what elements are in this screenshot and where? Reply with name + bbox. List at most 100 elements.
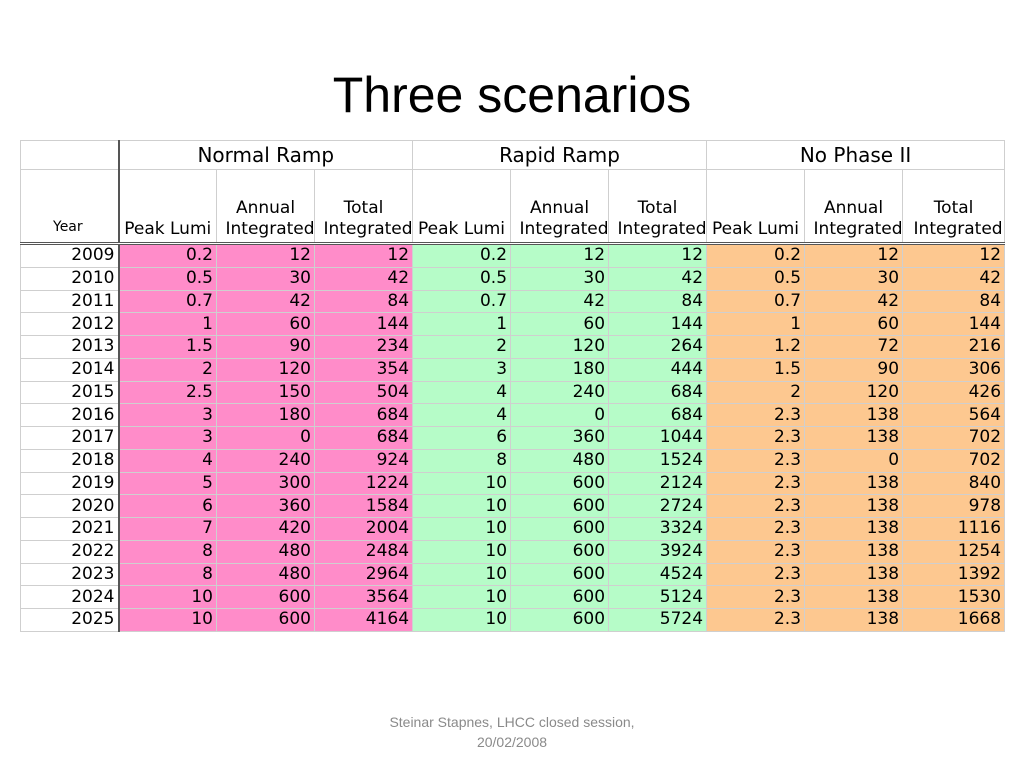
year-cell: 2023 [20, 562, 120, 587]
year-cell: 2018 [20, 448, 120, 473]
year-cell: 2021 [20, 517, 120, 541]
value-cell: 10 [412, 562, 512, 587]
value-cell: 42 [216, 289, 315, 314]
value-cell: 2964 [313, 562, 414, 587]
value-cell: 2004 [313, 517, 414, 541]
column-header-annual-integrated: Annual Integrated [804, 169, 904, 245]
value-cell: 684 [313, 403, 414, 427]
value-cell: 180 [216, 403, 315, 427]
value-cell: 138 [804, 608, 904, 632]
value-cell: 1 [118, 312, 217, 336]
value-cell: 600 [216, 585, 315, 609]
group-header-row: Normal Ramp Rapid Ramp No Phase II [20, 140, 1006, 170]
group-header-normal-ramp: Normal Ramp [117, 140, 414, 170]
table-row: 2023 8 480 2964 10 600 4524 2.3 138 1392 [20, 562, 1006, 587]
year-cell: 2025 [20, 608, 120, 632]
column-header-total-integrated: Total Integrated [313, 169, 414, 245]
value-cell: 138 [804, 494, 904, 518]
value-cell: 4 [118, 448, 217, 473]
value-cell: 0.2 [706, 243, 806, 268]
value-cell: 504 [313, 380, 414, 405]
value-cell: 360 [216, 494, 315, 518]
value-cell: 90 [216, 335, 315, 359]
column-header-total-integrated: Total Integrated [608, 169, 708, 245]
value-cell: 144 [902, 312, 1006, 336]
value-cell: 1254 [902, 539, 1006, 564]
value-cell: 42 [902, 266, 1006, 291]
value-cell: 60 [216, 312, 315, 336]
table-row: 2015 2.5 150 504 4 240 684 2 120 426 [20, 380, 1006, 405]
value-cell: 4 [412, 403, 512, 427]
value-cell: 2 [118, 357, 217, 382]
group-header-no-phase-ii: No Phase II [706, 140, 1006, 170]
value-cell: 138 [804, 562, 904, 587]
value-cell: 138 [804, 426, 904, 450]
value-cell: 138 [804, 517, 904, 541]
value-cell: 7 [118, 517, 217, 541]
value-cell: 702 [902, 426, 1006, 450]
value-cell: 4164 [313, 608, 414, 632]
value-cell: 4524 [608, 562, 708, 587]
value-cell: 138 [804, 539, 904, 564]
value-cell: 480 [216, 562, 315, 587]
year-cell: 2014 [20, 357, 120, 382]
table-row: 2019 5 300 1224 10 600 2124 2.3 138 840 [20, 471, 1006, 496]
value-cell: 10 [412, 539, 512, 564]
value-cell: 234 [313, 335, 414, 359]
value-cell: 2.3 [706, 539, 806, 564]
value-cell: 10 [412, 517, 512, 541]
value-cell: 0.5 [412, 266, 512, 291]
slide-title: Three scenarios [332, 67, 692, 123]
value-cell: 600 [510, 494, 610, 518]
value-cell: 72 [804, 335, 904, 359]
value-cell: 30 [804, 266, 904, 291]
value-cell: 2.3 [706, 562, 806, 587]
value-cell: 480 [216, 539, 315, 564]
table-row: 2012 1 60 144 1 60 144 1 60 144 [20, 312, 1006, 336]
column-header-peak-lumi: Peak Lumi [118, 169, 217, 245]
value-cell: 120 [510, 335, 610, 359]
value-cell: 42 [804, 289, 904, 314]
value-cell: 3 [118, 426, 217, 450]
value-cell: 6 [412, 426, 512, 450]
year-cell: 2017 [20, 426, 120, 450]
footer-date-line: 20/02/2008 [476, 734, 548, 750]
value-cell: 600 [510, 562, 610, 587]
value-cell: 2.5 [118, 380, 217, 405]
value-cell: 5 [118, 471, 217, 496]
value-cell: 42 [608, 266, 708, 291]
table-row: 2014 2 120 354 3 180 444 1.5 90 306 [20, 357, 1006, 382]
column-header-annual-integrated: Annual Integrated [216, 169, 315, 245]
value-cell: 684 [608, 380, 708, 405]
value-cell: 3324 [608, 517, 708, 541]
value-cell: 840 [902, 471, 1006, 496]
value-cell: 600 [510, 471, 610, 496]
value-cell: 600 [216, 608, 315, 632]
value-cell: 0.5 [706, 266, 806, 291]
value-cell: 240 [216, 448, 315, 473]
value-cell: 0 [804, 448, 904, 473]
value-cell: 2.3 [706, 403, 806, 427]
table-row: 2013 1.5 90 234 2 120 264 1.2 72 216 [20, 335, 1006, 359]
year-cell: 2016 [20, 403, 120, 427]
value-cell: 684 [608, 403, 708, 427]
value-cell: 120 [216, 357, 315, 382]
value-cell: 444 [608, 357, 708, 382]
value-cell: 216 [902, 335, 1006, 359]
value-cell: 150 [216, 380, 315, 405]
value-cell: 144 [608, 312, 708, 336]
value-cell: 0 [510, 403, 610, 427]
value-cell: 240 [510, 380, 610, 405]
value-cell: 12 [216, 243, 315, 268]
table-row: 2022 8 480 2484 10 600 3924 2.3 138 1254 [20, 539, 1006, 564]
value-cell: 306 [902, 357, 1006, 382]
value-cell: 42 [313, 266, 414, 291]
year-cell: 2011 [20, 289, 120, 314]
value-cell: 1.2 [706, 335, 806, 359]
value-cell: 600 [510, 539, 610, 564]
value-cell: 1 [706, 312, 806, 336]
value-cell: 300 [216, 471, 315, 496]
value-cell: 12 [804, 243, 904, 268]
table-row: 2018 4 240 924 8 480 1524 2.3 0 702 [20, 448, 1006, 473]
value-cell: 42 [510, 289, 610, 314]
